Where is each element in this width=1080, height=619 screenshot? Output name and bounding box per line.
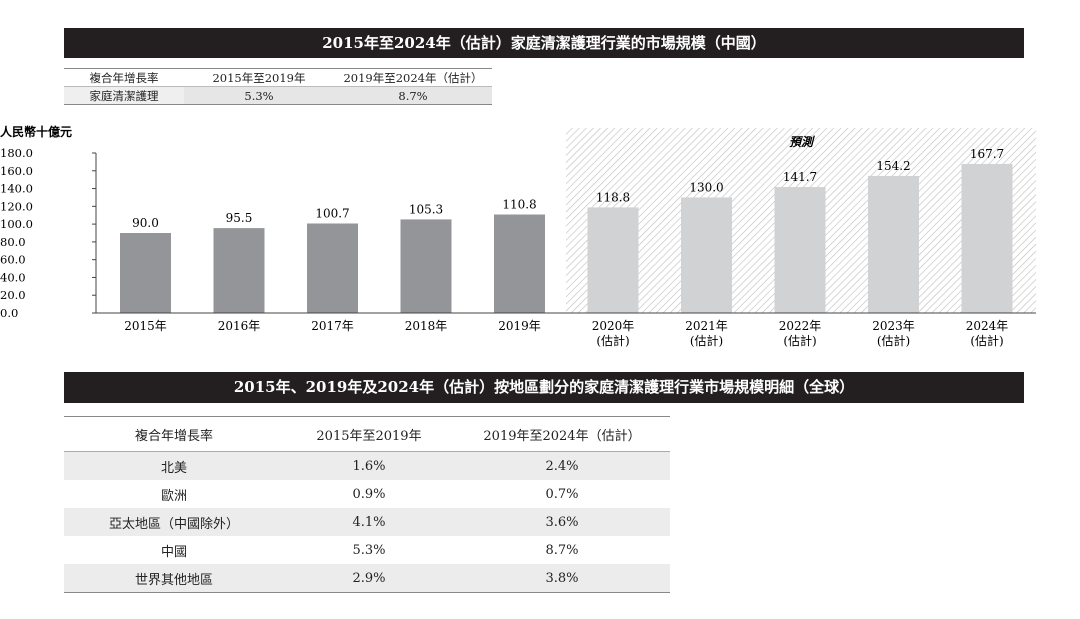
y-tick-label: 80.0 xyxy=(0,235,26,249)
x-tick-label: 2016年 xyxy=(218,319,261,333)
y-tick-label: 180.0 xyxy=(0,146,33,160)
actual-bar xyxy=(213,228,265,313)
cagr-value: 8.7% xyxy=(545,542,579,558)
header-cell: 2015年至2019年 xyxy=(184,68,334,87)
y-tick-label: 40.0 xyxy=(0,270,26,284)
actual-bar xyxy=(400,219,452,313)
forecast-bar xyxy=(868,175,919,313)
y-tick-label: 100.0 xyxy=(0,217,33,231)
cagr-summary-table: 複合年增長率 2015年至2019年 2019年至2024年（估計） 家庭清潔護… xyxy=(64,68,492,105)
row-label: 家庭清潔護理 xyxy=(64,86,184,105)
x-tick-label: 2023年 xyxy=(872,319,915,333)
market-size-title: 2015年至2024年（估計）家庭清潔護理行業的市場規模（中國） xyxy=(64,28,1024,58)
x-tick-label: 2015年 xyxy=(124,319,167,333)
x-tick-sublabel: (估計) xyxy=(690,333,723,348)
region-name: 世界其他地區 xyxy=(64,564,284,593)
region-name: 中國 xyxy=(160,544,187,560)
region-name: 北美 xyxy=(64,451,284,480)
forecast-label: 預測 xyxy=(789,135,815,149)
table-row: 家庭清潔護理 5.3% 8.7% xyxy=(64,86,492,105)
bar-value-label: 130.0 xyxy=(689,180,723,194)
x-tick-label: 2021年 xyxy=(685,319,728,333)
market-size-bar-chart: 預測 人民幣十億元 0.0 20.0 40.0 60.0 80.0 100.0 120.0 1… xyxy=(0,124,1036,348)
header-cell: 2019年至2024年（估計） xyxy=(334,68,492,87)
y-axis-unit-label: 人民幣十億元 xyxy=(0,124,72,139)
header-cell: 複合年增長率 xyxy=(64,416,284,452)
regional-cagr-table: 複合年增長率 2015年至2019年 2019年至2024年（估計） 北美 1.… xyxy=(64,416,670,593)
bars: 90.0 95.5 100.7 105.3 110.8 118.8 130.0 141.7 15… xyxy=(120,147,1013,313)
header-cell: 2019年至2024年（估計） xyxy=(454,416,670,452)
actual-bar xyxy=(494,214,545,313)
y-tick-label: 0.0 xyxy=(0,306,18,320)
actual-bar xyxy=(307,223,358,313)
x-tick-label: 2019年 xyxy=(498,319,541,333)
cagr-value: 0.7% xyxy=(545,486,579,502)
cagr-value: 0.9% xyxy=(352,486,386,502)
x-tick-sublabel: (估計) xyxy=(970,333,1003,348)
header-cell: 複合年增長率 xyxy=(64,68,184,87)
bar-value-label: 141.7 xyxy=(783,170,817,184)
bar-value-label: 118.8 xyxy=(596,190,630,204)
bar-value-label: 110.8 xyxy=(502,198,536,212)
forecast-bar xyxy=(587,207,639,313)
bar-value-label: 95.5 xyxy=(226,211,253,225)
x-tick-label: 2018年 xyxy=(405,319,448,333)
table-row: 歐洲 0.9% 0.7% xyxy=(64,480,670,508)
cagr-value: 3.8% xyxy=(454,564,670,593)
table-row: 世界其他地區 2.9% 3.8% xyxy=(64,564,670,593)
cagr-value: 5.3% xyxy=(352,542,386,558)
x-tick-label: 2024年 xyxy=(966,319,1009,333)
table-row: 中國 5.3% 8.7% xyxy=(64,536,670,564)
bar-value-label: 100.7 xyxy=(315,206,349,220)
bar-value-label: 154.2 xyxy=(876,159,910,173)
table-row: 北美 1.6% 2.4% xyxy=(64,451,670,480)
cagr-value: 2.9% xyxy=(284,564,454,593)
table-header-row: 複合年增長率 2015年至2019年 2019年至2024年（估計） xyxy=(64,416,670,452)
bar-value-label: 167.7 xyxy=(970,147,1004,161)
region-name: 亞太地區（中國除外） xyxy=(64,508,284,536)
x-tick-sublabel: (估計) xyxy=(783,333,816,348)
y-tick-label: 120.0 xyxy=(0,199,33,213)
regional-breakdown-title: 2015年、2019年及2024年（估計）按地區劃分的家庭清潔護理行業市場規模明… xyxy=(64,372,1024,403)
actual-bar xyxy=(120,233,171,313)
cagr-value: 3.6% xyxy=(454,508,670,536)
header-cell: 2015年至2019年 xyxy=(284,416,454,452)
forecast-bar xyxy=(774,187,826,313)
cagr-value: 1.6% xyxy=(284,451,454,480)
region-name: 歐洲 xyxy=(160,488,187,504)
x-axis: 2015年 2016年 2017年 2018年 2019年 2020年(估計)2021年(… xyxy=(96,312,1036,348)
cagr-value: 8.7% xyxy=(334,86,492,105)
x-tick-label: 2022年 xyxy=(779,319,822,333)
y-axis: 0.0 20.0 40.0 60.0 80.0 100.0 120.0 140.0 160.0 1… xyxy=(0,146,97,320)
y-tick-label: 140.0 xyxy=(0,182,33,196)
x-tick-sublabel: (估計) xyxy=(877,333,910,348)
x-tick-sublabel: (估計) xyxy=(596,333,629,348)
cagr-value: 4.1% xyxy=(284,508,454,536)
table-row: 亞太地區（中國除外） 4.1% 3.6% xyxy=(64,508,670,536)
y-tick-label: 60.0 xyxy=(0,253,26,267)
x-tick-label: 2017年 xyxy=(311,319,354,333)
forecast-bar xyxy=(961,163,1013,313)
y-tick-label: 20.0 xyxy=(0,288,26,302)
bar-value-label: 105.3 xyxy=(409,202,443,216)
forecast-bar xyxy=(681,197,732,313)
bar-value-label: 90.0 xyxy=(132,216,159,230)
cagr-value: 2.4% xyxy=(454,451,670,480)
cagr-value: 5.3% xyxy=(184,86,334,105)
y-tick-label: 160.0 xyxy=(0,164,33,178)
table-header-row: 複合年增長率 2015年至2019年 2019年至2024年（估計） xyxy=(64,68,492,87)
x-tick-label: 2020年 xyxy=(592,319,635,333)
